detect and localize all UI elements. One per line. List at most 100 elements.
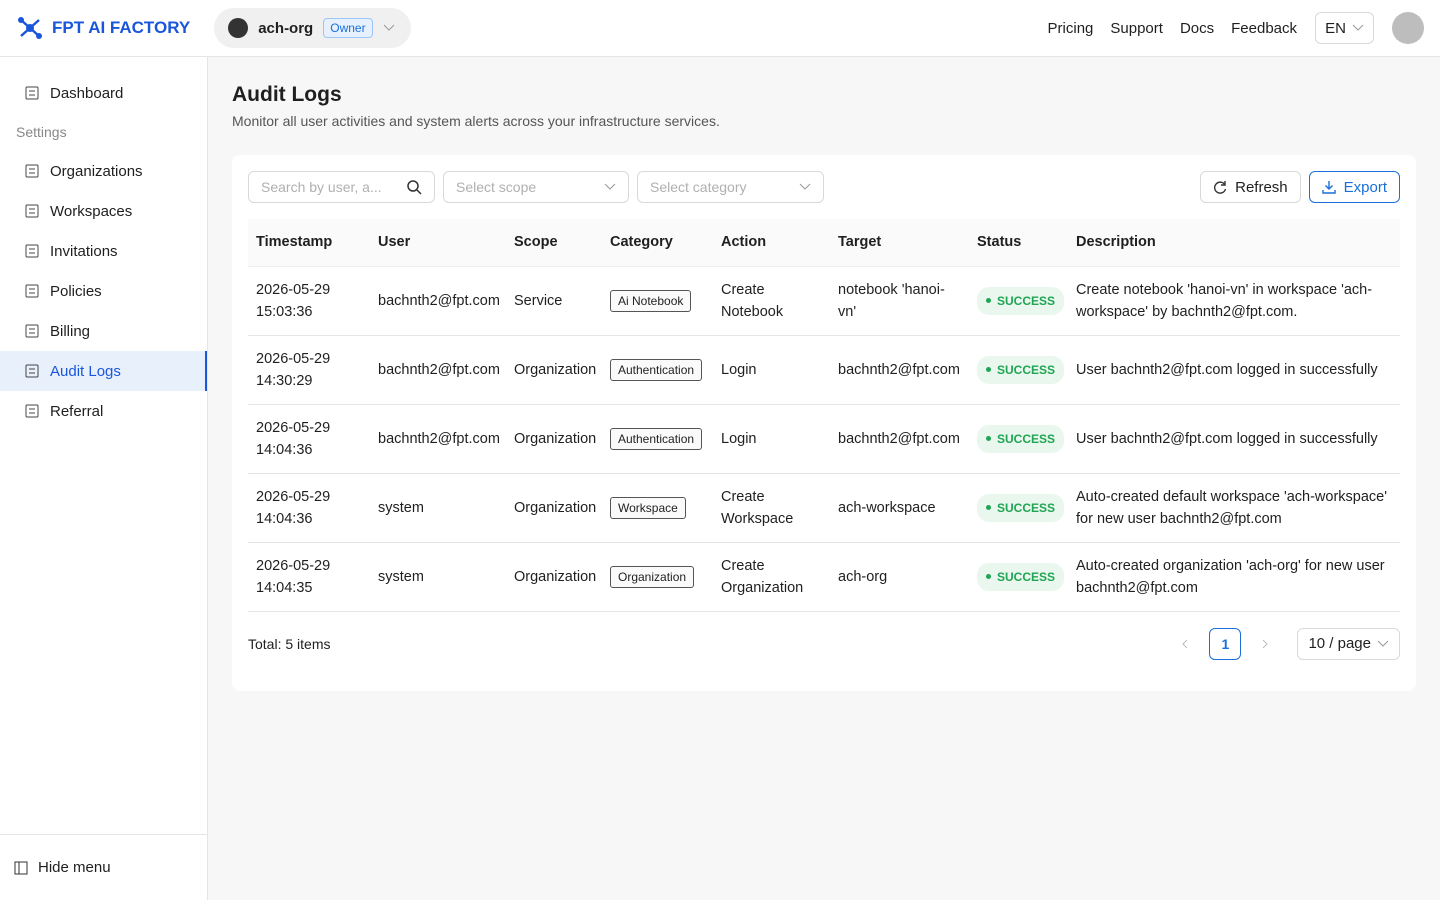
next-page[interactable] (1249, 628, 1281, 660)
column-header: User (370, 219, 506, 267)
menu-item[interactable]: Dashboard (0, 73, 207, 113)
status-text: SUCCESS (997, 293, 1056, 308)
menu-icon (25, 204, 39, 218)
org-name: ach-org (258, 19, 314, 37)
cell: SUCCESS (969, 542, 1068, 612)
log-row: 2026-05-29 14:04:35 system Organization Org… (248, 542, 1400, 612)
cell: Login (713, 404, 830, 474)
cell: 2026-05-29 14:30:29 (248, 335, 370, 405)
menu-icon (25, 404, 39, 418)
column-header: Description (1068, 219, 1400, 267)
page-title: Audit Logs (232, 83, 342, 106)
category-placeholder: Select category (650, 179, 747, 195)
hide-menu-label: Hide menu (38, 859, 111, 876)
cell: Service (506, 266, 602, 336)
cell: Auto-created default workspace 'ach-work… (1068, 473, 1400, 543)
cell: Auto-created organization 'ach-org' for … (1068, 542, 1400, 612)
cell: Authentication (602, 404, 713, 474)
menu-label: Billing (50, 322, 91, 340)
nav-link[interactable]: Pricing (1047, 19, 1094, 37)
refresh-label: Refresh (1235, 178, 1288, 196)
content: Audit Logs Monitor all user activities a… (232, 57, 1416, 691)
top-bar: FPT AI FACTORY ach-org Owner Pricing Supp… (0, 0, 1440, 57)
chevron (1377, 640, 1389, 647)
column-header: Action (713, 219, 830, 267)
menu-icon (25, 164, 39, 178)
sidebar: Dashboard Settings Organizations Workspaces… (0, 57, 208, 900)
total: Total: 5 items (248, 635, 331, 652)
cell: Ai Notebook (602, 266, 713, 336)
menu-item[interactable]: Invitations (0, 231, 207, 271)
nav-link[interactable]: Feedback (1231, 19, 1297, 37)
menu-icon (25, 86, 39, 100)
cell: 2026-05-29 15:03:36 (248, 266, 370, 336)
search-input[interactable]: Search by user, a... (248, 171, 435, 203)
menu-item[interactable]: Audit Logs (0, 351, 207, 391)
log-row: 2026-05-29 14:30:29 bachnth2@fpt.com Organ… (248, 335, 1400, 405)
column-header: Target (830, 219, 969, 267)
status-dot (986, 574, 991, 579)
prev-page[interactable] (1169, 628, 1201, 660)
category-select[interactable]: Select category (637, 171, 824, 203)
menu-item[interactable]: Billing (0, 311, 207, 351)
hide-menu[interactable]: Hide menu (0, 834, 207, 900)
cell: Organization (506, 473, 602, 543)
icon (14, 861, 28, 874)
category-tag: Authentication (610, 358, 703, 381)
scope-select[interactable]: Select scope (443, 171, 629, 203)
avatar[interactable] (1392, 12, 1424, 44)
menu-item[interactable]: Referral (0, 391, 207, 431)
chevron (799, 183, 811, 190)
cell: system (370, 542, 506, 612)
cell: Create Notebook (713, 266, 830, 336)
page-subtitle: Monitor all user activities and system a… (232, 113, 720, 129)
export-button[interactable]: Export (1308, 171, 1400, 203)
status-dot (986, 298, 991, 303)
cell: SUCCESS (969, 404, 1068, 474)
cell: ach-org (830, 542, 969, 612)
cell: notebook 'hanoi-vn' (830, 266, 969, 336)
status-badge: SUCCESS (977, 493, 1065, 522)
cell: SUCCESS (969, 335, 1068, 405)
category-tag: Organization (610, 565, 695, 588)
menu-label: Policies (50, 282, 102, 300)
cell: bachnth2@fpt.com (370, 335, 506, 405)
category-tag: Authentication (610, 427, 703, 450)
menu-item[interactable]: Policies (0, 271, 207, 311)
cell: bachnth2@fpt.com (370, 266, 506, 336)
language: EN (1325, 19, 1346, 37)
cell: 2026-05-29 14:04:36 (248, 404, 370, 474)
cell: SUCCESS (969, 266, 1068, 336)
org-switcher[interactable]: ach-org Owner (214, 8, 411, 48)
search-placeholder: Search by user, a... (261, 179, 382, 195)
audit-table: Timestamp User Scope Category Action Target St… (248, 219, 1400, 612)
category-tag: Workspace (610, 496, 686, 519)
nav-link[interactable]: Docs (1179, 19, 1215, 37)
cell: Organization (602, 542, 713, 612)
log-row: 2026-05-29 15:03:36 bachnth2@fpt.com Servi… (248, 266, 1400, 336)
page-size[interactable]: 10 / page (1297, 627, 1400, 660)
menu-icon (25, 364, 39, 378)
menu-item[interactable]: Organizations (0, 151, 207, 191)
nav-link[interactable]: Support (1110, 19, 1163, 37)
page-size-label: 10 / page (1308, 635, 1371, 652)
status-dot (986, 505, 991, 510)
status-text: SUCCESS (997, 431, 1056, 446)
menu-label: Referral (50, 402, 104, 420)
role-badge: Owner (323, 18, 373, 38)
refresh-button[interactable]: Refresh (1200, 171, 1301, 203)
menu-label: Workspaces (50, 202, 133, 220)
language-select[interactable]: EN (1315, 12, 1374, 44)
cell: Create Workspace (713, 473, 830, 543)
current-page[interactable]: 1 (1209, 627, 1242, 660)
brand[interactable]: FPT AI FACTORY (16, 16, 190, 40)
status-badge: SUCCESS (977, 562, 1065, 591)
cell: Create notebook 'hanoi-vn' in workspace … (1068, 266, 1400, 336)
status-text: SUCCESS (997, 500, 1056, 515)
status-text: SUCCESS (997, 569, 1056, 584)
cell: Organization (506, 335, 602, 405)
cell: Workspace (602, 473, 713, 543)
menu-item[interactable]: Workspaces (0, 191, 207, 231)
pagination: Total: 5 items 1 10 / page (248, 627, 1400, 660)
menu-label: Audit Logs (50, 362, 121, 380)
